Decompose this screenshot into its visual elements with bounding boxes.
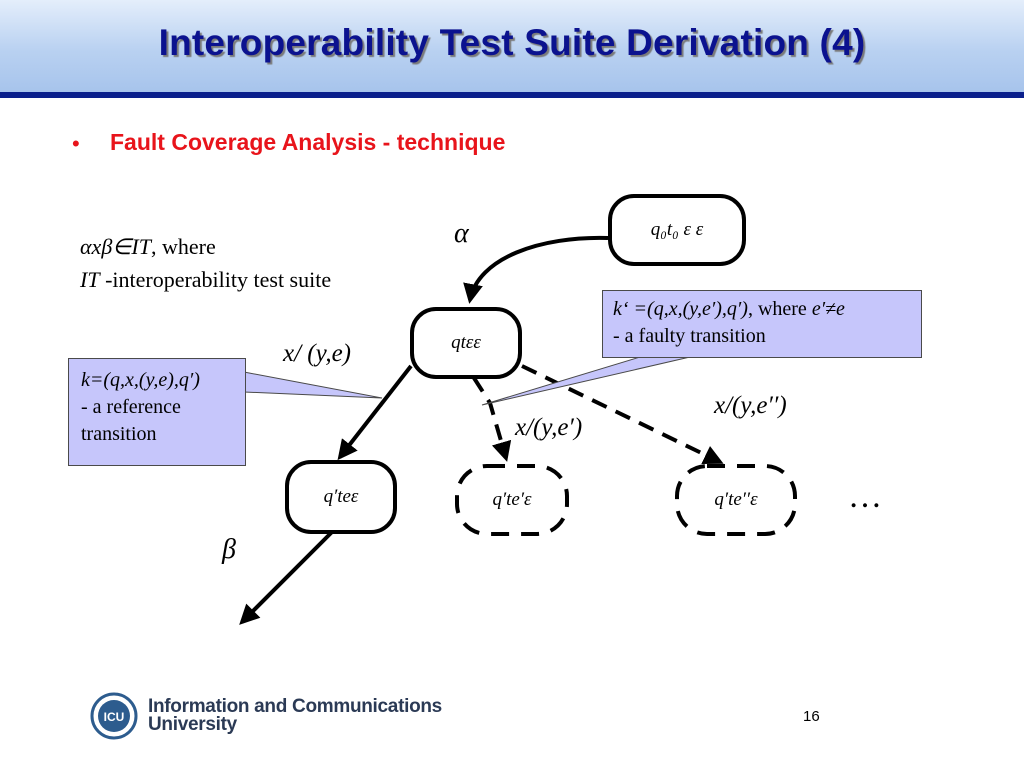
- faulty-target-state-2-outline: [675, 464, 797, 536]
- initial-state-node: q₀t₀ ε ε: [608, 194, 746, 266]
- page-number: 16: [803, 708, 820, 725]
- initial-state-label: q₀t₀ ε ε: [650, 219, 704, 240]
- current-state-node: qtεε: [410, 307, 522, 379]
- bullet-marker: •: [72, 131, 80, 156]
- definition-math-it: IT: [80, 267, 100, 292]
- reference-target-label: q′teε: [323, 486, 359, 507]
- reference-transition-callout: k=(q,x,(y,e),q′) - a reference transitio…: [68, 358, 246, 466]
- definition-text-2: -interoperability test suite: [99, 267, 332, 292]
- faulty-target-state-1-outline: [455, 464, 569, 536]
- alpha-transition-arrow: [463, 235, 609, 304]
- university-name-line-1: Information and Communications: [148, 696, 442, 717]
- bullet-text: Fault Coverage Analysis - technique: [110, 129, 506, 155]
- faulty-callout-line-2: - a faulty transition: [613, 325, 766, 347]
- reference-callout-pointer: [243, 371, 383, 399]
- current-state-label: qtεε: [451, 332, 481, 353]
- university-name: Information and Communications Universit…: [148, 696, 442, 735]
- beta-label: β: [222, 534, 236, 565]
- definition-line-1: αxβ∈IT, where: [80, 234, 216, 260]
- faulty-edge-label-1: x/(y,e′): [515, 414, 583, 441]
- faulty-target-state-2-node: q′te′′ε: [682, 472, 790, 528]
- reference-edge-label: x/ (y,e): [283, 340, 352, 367]
- faulty-callout-condition: e′≠e: [811, 298, 845, 320]
- university-name-line-2: University: [148, 714, 237, 735]
- ellipsis: …: [848, 478, 882, 515]
- reference-callout-math: k=(q,x,(y,e),q′): [81, 369, 200, 391]
- title-underline: [0, 92, 1024, 98]
- faulty-target-state-1-node: q′te′ε: [462, 472, 562, 528]
- faulty-transition-arrow-1: [472, 376, 512, 462]
- university-logo: ICU: [90, 692, 138, 740]
- faulty-callout-math: k‘ =(q,x,(y,e′),q′): [613, 298, 748, 320]
- reference-callout-line-3: transition: [81, 423, 157, 445]
- faulty-target-label-2: q′te′′ε: [714, 489, 758, 510]
- faulty-callout-line-1: k‘ =(q,x,(y,e′),q′), where e′≠e: [613, 296, 921, 323]
- faulty-target-label-1: q′te′ε: [492, 489, 532, 510]
- title-banner: [0, 0, 1024, 92]
- definition-text: , where: [151, 234, 216, 259]
- reference-transition-arrow: [337, 364, 413, 461]
- faulty-edge-label-2: x/(y,e′′): [714, 392, 787, 419]
- slide-title: Interoperability Test Suite Derivation (…: [158, 22, 866, 63]
- alpha-label: α: [454, 218, 469, 249]
- faulty-transition-arrow-2: [521, 364, 724, 465]
- definition-line-2: IT -interoperability test suite: [80, 267, 331, 293]
- definition-math: αxβ∈IT: [80, 234, 151, 259]
- university-logo-text: ICU: [104, 710, 125, 724]
- reference-target-state-node: q′teε: [285, 460, 397, 534]
- beta-transition-arrow: [239, 529, 335, 625]
- reference-callout-line-2: - a reference: [81, 396, 181, 418]
- reference-callout-line-1: k=(q,x,(y,e),q′): [81, 367, 245, 394]
- faulty-callout-where: , where: [747, 298, 812, 320]
- faulty-transition-callout: k‘ =(q,x,(y,e′),q′), where e′≠e - a faul…: [602, 290, 922, 358]
